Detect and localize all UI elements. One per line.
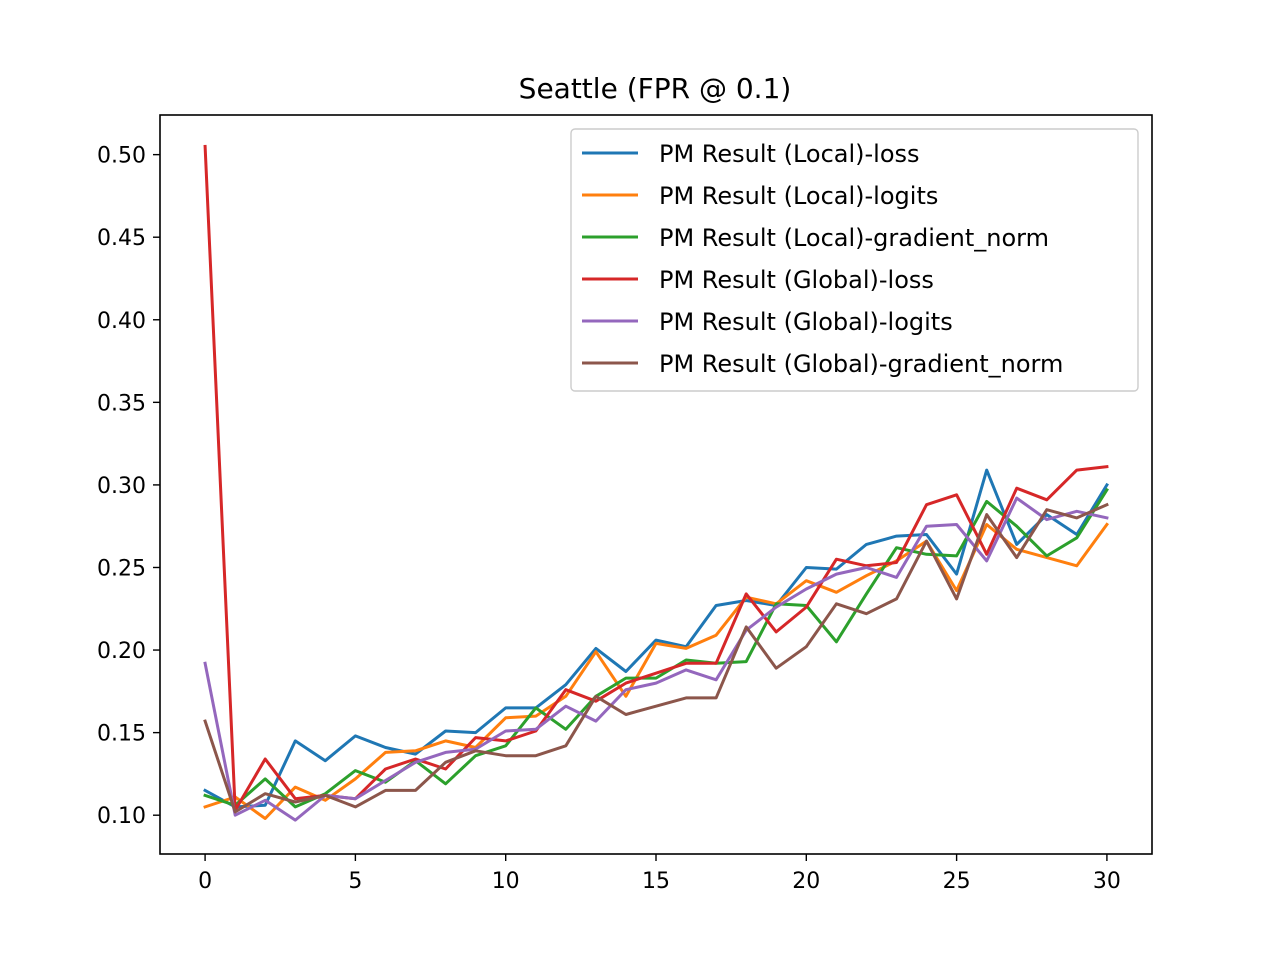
x-tick-label: 25 <box>943 869 971 894</box>
axis-ticks: 0 5 10 15 20 25 30 0.10 0.15 0.20 0.25 0.30 0.35 0.40… <box>97 144 1121 894</box>
legend-label: PM Result (Global)-gradient_norm <box>659 350 1063 378</box>
y-tick-label: 0.15 <box>97 722 146 747</box>
legend: PM Result (Local)-loss PM Result (Local)-… <box>570 128 1139 392</box>
legend-label: PM Result (Local)-gradient_norm <box>659 224 1049 252</box>
y-tick-label: 0.10 <box>97 804 146 829</box>
chart-title: Seattle (FPR @ 0.1) <box>519 72 792 105</box>
series-line-5 <box>203 496 1109 822</box>
x-tick-label: 10 <box>492 869 520 894</box>
y-tick-label: 0.35 <box>97 391 146 416</box>
legend-box <box>570 128 1139 392</box>
y-tick-label: 0.40 <box>97 309 146 334</box>
series-line-3 <box>203 487 1109 809</box>
legend-label: PM Result (Global)-logits <box>659 308 953 336</box>
y-tick-label: 0.30 <box>97 474 146 499</box>
x-tick-label: 0 <box>198 869 212 894</box>
x-tick-label: 30 <box>1093 869 1121 894</box>
series-line-1 <box>203 468 1109 809</box>
series-line-2 <box>203 522 1109 820</box>
x-tick-label: 20 <box>792 869 820 894</box>
y-tick-label: 0.25 <box>97 556 146 581</box>
y-tick-label: 0.50 <box>97 144 146 169</box>
series-line-6 <box>203 502 1109 814</box>
y-tick-label: 0.45 <box>97 226 146 251</box>
x-tick-label: 15 <box>642 869 670 894</box>
legend-label: PM Result (Local)-loss <box>659 140 920 168</box>
y-tick-label: 0.20 <box>97 639 146 664</box>
x-tick-label: 5 <box>348 869 362 894</box>
legend-label: PM Result (Local)-logits <box>659 182 938 210</box>
series-lines <box>203 144 1109 822</box>
legend-label: PM Result (Global)-loss <box>659 266 934 294</box>
